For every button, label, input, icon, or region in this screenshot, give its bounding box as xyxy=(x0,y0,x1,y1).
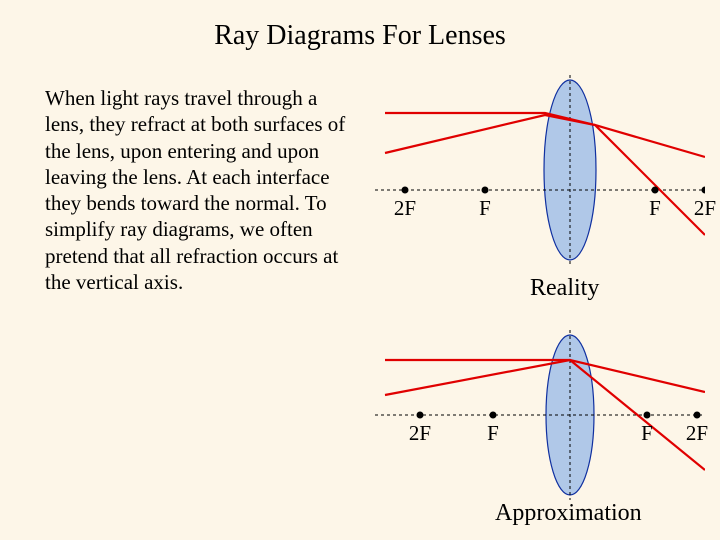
focal-label-0: 2F xyxy=(391,196,419,221)
focal-label-3: 2F xyxy=(691,196,719,221)
ray-1 xyxy=(385,360,705,395)
focal-label-2: F xyxy=(633,421,661,446)
focal-point-1 xyxy=(482,187,489,194)
diagram-reality: 2FFF2F xyxy=(375,75,705,285)
focal-label-2: F xyxy=(641,196,669,221)
focal-label-0: 2F xyxy=(406,421,434,446)
focal-point-2 xyxy=(644,412,651,419)
focal-point-3 xyxy=(702,187,706,194)
caption-approximation: Approximation xyxy=(495,500,642,527)
caption-reality: Reality xyxy=(530,275,599,302)
focal-point-0 xyxy=(417,412,424,419)
focal-point-1 xyxy=(490,412,497,419)
focal-label-1: F xyxy=(471,196,499,221)
diagram-approximation: 2FFF2F xyxy=(375,330,705,520)
body-text: When light rays travel through a lens, t… xyxy=(45,85,355,295)
focal-point-3 xyxy=(694,412,701,419)
focal-point-0 xyxy=(402,187,409,194)
focal-label-3: 2F xyxy=(683,421,711,446)
page-title: Ray Diagrams For Lenses xyxy=(0,20,720,52)
focal-label-1: F xyxy=(479,421,507,446)
focal-point-2 xyxy=(652,187,659,194)
